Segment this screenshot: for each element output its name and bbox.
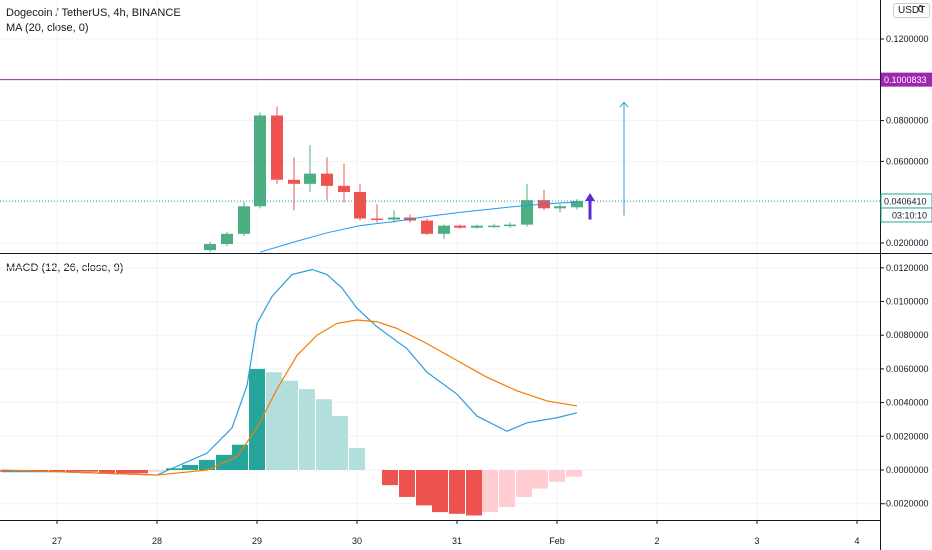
histogram-bar — [232, 444, 248, 470]
histogram-bar — [116, 470, 132, 474]
projection-arrow-head — [619, 101, 629, 108]
time-tick-label: 28 — [152, 536, 162, 546]
candle-body — [354, 192, 366, 219]
price-tick-label: 0.0800000 — [886, 116, 929, 126]
histogram-bar — [382, 470, 398, 486]
histogram-bar — [166, 468, 182, 470]
histogram-bar — [249, 368, 265, 470]
histogram-bar — [199, 459, 215, 470]
histogram-bar — [532, 470, 548, 489]
countdown-tag — [880, 207, 932, 223]
up-arrow-head — [585, 193, 595, 202]
candle-body — [504, 224, 516, 227]
histogram-bar — [66, 470, 82, 472]
ma-line — [259, 201, 578, 253]
currency-badge[interactable]: USDT — [893, 3, 931, 18]
grid — [0, 0, 880, 520]
histogram-bar — [149, 470, 165, 472]
signal-line — [1, 319, 578, 476]
price-tick-label: 0.1200000 — [886, 34, 929, 44]
last-price-label: 0.0406410 — [884, 196, 927, 206]
time-tick-label: 29 — [252, 536, 262, 546]
macd-histogram — [0, 368, 582, 516]
histogram-bar — [99, 470, 115, 474]
candles — [204, 106, 583, 253]
edge-price-tag: 0 — [918, 4, 924, 15]
price-tick-label: 0.0200000 — [886, 238, 929, 248]
histogram-bar — [49, 470, 65, 472]
histogram-bar — [332, 416, 348, 470]
price-tick-label: 0.0600000 — [886, 156, 929, 166]
candle-body — [554, 206, 566, 209]
histogram-bar — [0, 470, 15, 472]
histogram-bar — [482, 470, 498, 513]
candle-body — [371, 218, 383, 221]
candle-body — [321, 173, 333, 186]
histogram-bar — [516, 470, 532, 497]
candle-body — [254, 115, 266, 207]
time-tick-label: 3 — [754, 536, 759, 546]
time-tick-label: 27 — [52, 536, 62, 546]
macd-tick-label: 0.0120000 — [886, 263, 929, 273]
time-tick-label: 31 — [452, 536, 462, 546]
candle-body — [271, 115, 283, 180]
candle-body — [438, 225, 450, 234]
macd-line — [2, 268, 578, 476]
candle-body — [521, 200, 533, 225]
histogram-bar — [449, 470, 465, 514]
macd-tick-label: 0.0020000 — [886, 431, 929, 441]
histogram-bar — [549, 470, 565, 482]
candle-body — [454, 225, 466, 228]
histogram-bar — [499, 470, 515, 508]
histogram-bar — [466, 470, 482, 516]
histogram-bar — [82, 470, 98, 472]
resistance-price-tag — [881, 72, 932, 87]
histogram-bar — [282, 380, 298, 470]
candle-body — [571, 200, 583, 208]
histogram-bar — [266, 372, 282, 470]
candle-body — [388, 217, 400, 220]
countdown-label: 03:10:10 — [892, 210, 927, 220]
macd-tick-label: 0.0080000 — [886, 330, 929, 340]
candle-body — [238, 206, 250, 234]
histogram-bar — [416, 470, 432, 506]
candle-body — [204, 244, 216, 251]
histogram-bar — [132, 470, 148, 474]
histogram-bar — [299, 389, 315, 470]
time-tick-label: 2 — [654, 536, 659, 546]
histogram-bar — [566, 470, 582, 477]
histogram-bar — [182, 464, 198, 470]
time-tick-label: 4 — [854, 536, 859, 546]
candle-body — [288, 179, 300, 184]
candle-body — [338, 185, 350, 192]
histogram-bar — [432, 470, 448, 513]
indicator-lines — [0, 79, 880, 476]
chart-title: Dogecoin / TetherUS, 4h, BINANCE — [6, 7, 181, 19]
histogram-bar — [399, 470, 415, 497]
candle-body — [421, 220, 433, 234]
macd-tick-label: 0.0100000 — [886, 297, 929, 307]
candle-body — [488, 225, 500, 228]
histogram-bar — [316, 399, 332, 470]
candle-body — [471, 225, 483, 228]
macd-tick-label: 0.0040000 — [886, 398, 929, 408]
time-tick-label: 30 — [352, 536, 362, 546]
histogram-bar — [349, 448, 365, 470]
macd-tick-label: 0.0000000 — [886, 465, 929, 475]
candle-body — [304, 173, 316, 184]
resistance-price-label: 0.1000833 — [884, 75, 927, 85]
macd-tick-label: -0.0020000 — [883, 499, 929, 509]
candle-body — [221, 233, 233, 245]
ma-indicator-label[interactable]: MA (20, close, 0) — [6, 22, 89, 34]
time-tick-label: Feb — [549, 536, 565, 546]
macd-tick-label: 0.0060000 — [886, 364, 929, 374]
